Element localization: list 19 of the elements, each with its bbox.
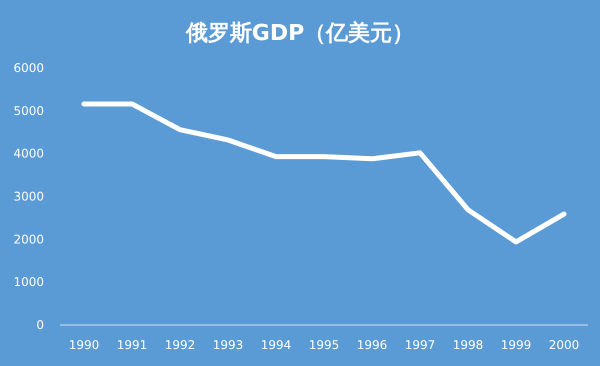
y-tick-label: 4000 — [13, 146, 44, 161]
x-tick-label: 1993 — [212, 338, 244, 352]
x-tick-label: 1990 — [68, 338, 100, 352]
x-tick-label: 2000 — [548, 338, 580, 352]
x-tick-label: 1995 — [308, 338, 340, 352]
x-tick-label: 1997 — [404, 338, 436, 352]
x-tick-label: 1999 — [500, 338, 532, 352]
y-tick-label: 0 — [36, 318, 44, 332]
x-tick-label: 1996 — [356, 338, 388, 352]
x-tick-label: 1998 — [452, 338, 484, 352]
x-tick-label: 1994 — [260, 338, 292, 352]
x-tick-label: 1992 — [164, 338, 196, 352]
y-tick-label: 3000 — [13, 190, 44, 204]
y-tick-label: 1000 — [13, 275, 44, 290]
y-tick-label: 6000 — [13, 61, 44, 75]
y-tick-label: 2000 — [13, 232, 44, 246]
x-tick-label: 1991 — [116, 338, 148, 352]
chart-title: 俄罗斯GDP（亿美元） — [184, 20, 414, 46]
y-tick-label: 5000 — [13, 104, 44, 118]
